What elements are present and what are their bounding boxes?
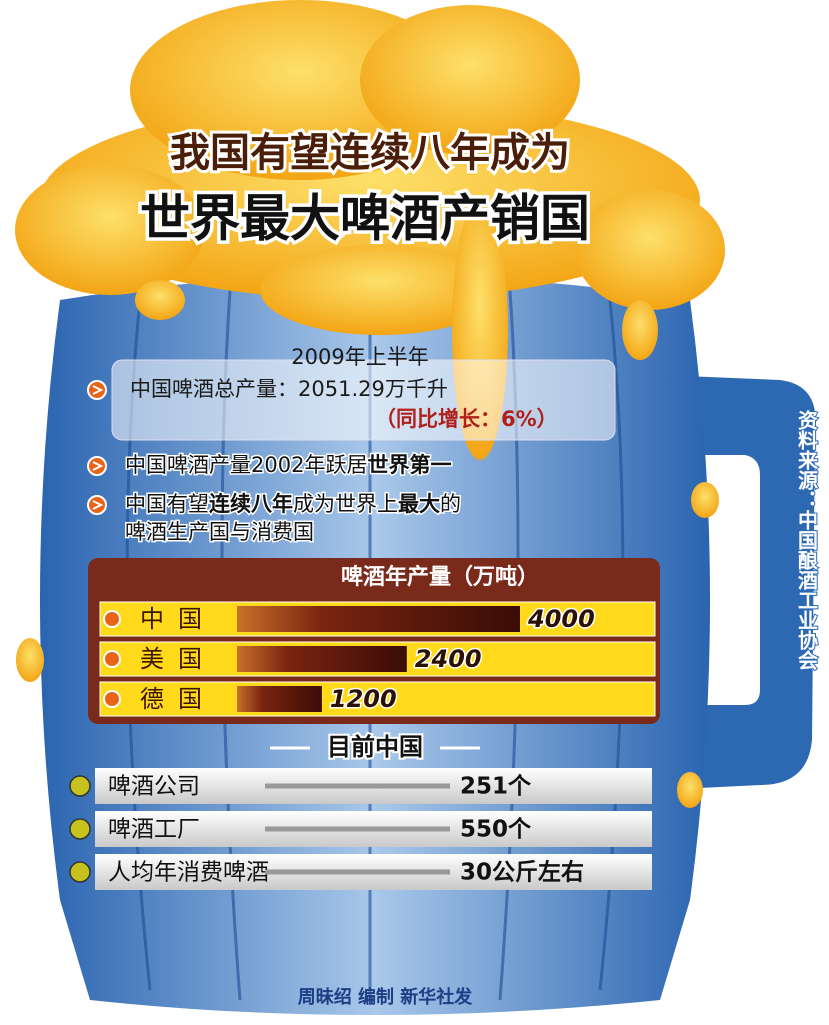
bullet <box>88 381 106 399</box>
bullet <box>88 457 106 475</box>
bar <box>237 686 322 712</box>
value-label: 4000 <box>527 605 595 633</box>
credit: 周昧绍 编制 新华社发 <box>298 986 474 1008</box>
period: 2009年上半年 <box>291 345 428 369</box>
fact-part: 啤酒生产国与消费国 <box>125 520 314 544</box>
title-line1: 我国有望连续八年成为 <box>170 130 570 176</box>
row-icon <box>104 651 120 667</box>
stats-title: 目前中国 <box>327 733 423 761</box>
category-label: 中国 <box>140 605 216 633</box>
fact-part: 成为世界上 <box>293 492 398 516</box>
bullet <box>88 496 106 514</box>
stat-bullet <box>70 776 90 796</box>
fact-part: 中国啤酒产量2002年跃居 <box>125 453 367 477</box>
stat-value: 251个 <box>460 774 532 800</box>
chart-title: 啤酒年产量（万吨） <box>341 564 539 590</box>
fact-part: 最大 <box>398 492 440 516</box>
fact: 中国有望连续八年成为世界上最大的 <box>125 492 461 516</box>
fact-part: 世界第一 <box>367 453 451 477</box>
stat-value: 550个 <box>460 817 532 843</box>
bar <box>237 606 520 632</box>
stat-bullet <box>70 862 90 882</box>
bar <box>237 646 407 672</box>
fact: 啤酒生产国与消费国 <box>125 520 314 544</box>
stat-bullet <box>70 819 90 839</box>
source: 资料来源：中国酿酒工业协会 <box>795 409 819 671</box>
stat-label: 啤酒公司 <box>108 774 200 800</box>
infographic: 我国有望连续八年成为世界最大啤酒产销国 2009年上半年中国啤酒总产量：2051.… <box>0 0 829 1025</box>
output: 中国啤酒总产量：2051.29万千升 <box>130 377 448 401</box>
fact: 中国啤酒产量2002年跃居世界第一 <box>125 453 451 477</box>
stat-value: 30公斤左右 <box>460 859 584 886</box>
stat-label: 啤酒工厂 <box>108 817 200 843</box>
fact-part: 的 <box>440 492 461 516</box>
value-label: 2400 <box>415 645 482 673</box>
stat-label: 人均年消费啤酒 <box>108 860 269 886</box>
fact-part: 中国有望 <box>125 492 209 516</box>
fact-part: 连续八年 <box>209 492 293 516</box>
category-label: 美国 <box>140 645 216 673</box>
growth: （同比增长：6%） <box>375 407 558 431</box>
category-label: 德国 <box>140 685 216 713</box>
row-icon <box>104 611 120 627</box>
title-line2: 世界最大啤酒产销国 <box>140 190 590 248</box>
value-label: 1200 <box>330 685 397 713</box>
row-icon <box>104 691 120 707</box>
